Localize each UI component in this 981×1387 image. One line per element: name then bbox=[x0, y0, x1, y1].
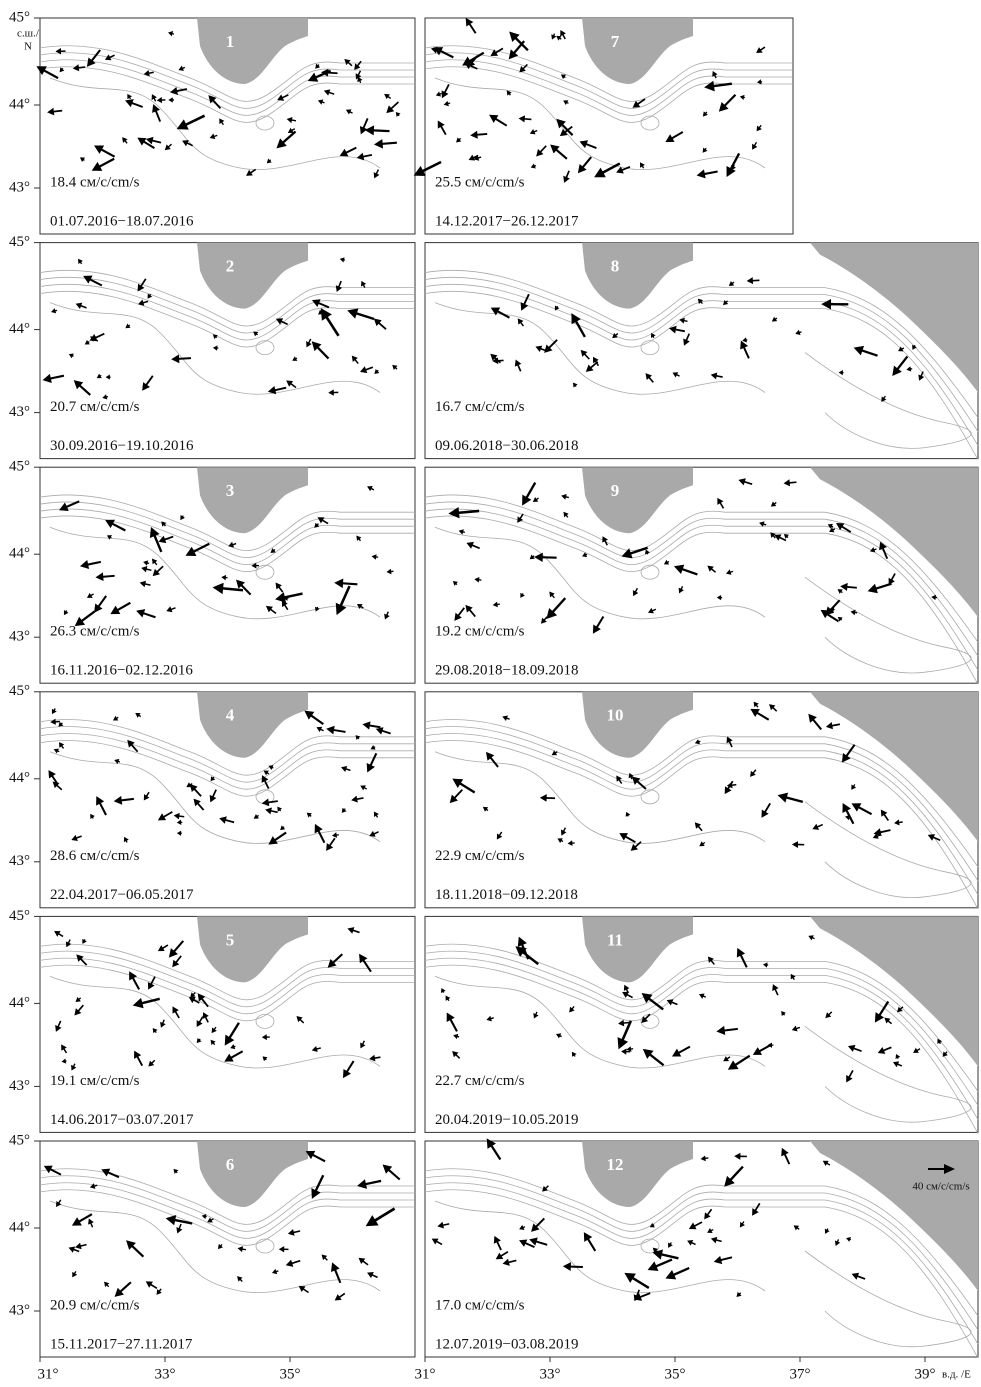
speed-label: 19.1 см/с/cm/s bbox=[50, 1073, 140, 1089]
date-range: 01.07.2016−18.07.2016 bbox=[50, 213, 194, 229]
panel-number: 12 bbox=[607, 1155, 624, 1174]
panel-number: 11 bbox=[607, 930, 623, 949]
lat-tick-label: 44° bbox=[9, 995, 30, 1011]
lat-tick-label: 45° bbox=[9, 234, 30, 250]
map-panel: 1 18.4 см/с/cm/s 01.07.2016−18.07.2016 bbox=[36, 18, 415, 234]
panel-number: 6 bbox=[226, 1155, 235, 1174]
lat-tick-label: 44° bbox=[9, 321, 30, 337]
date-range: 30.09.2016−19.10.2016 bbox=[50, 438, 194, 454]
panel-number: 5 bbox=[226, 930, 235, 949]
lat-unit: N bbox=[24, 41, 32, 53]
lat-tick-label: 45° bbox=[9, 683, 30, 699]
lat-tick-label: 44° bbox=[9, 770, 30, 786]
lon-tick-label: 33° bbox=[540, 1366, 561, 1382]
lat-tick-label: 44° bbox=[9, 546, 30, 562]
speed-label: 26.3 см/с/cm/s bbox=[50, 624, 140, 640]
map-panel: 3 26.3 см/с/cm/s 16.11.2016−02.12.2016 bbox=[40, 467, 415, 683]
map-panel: 9 19.2 см/с/cm/s 29.08.2018−18.09.2018 bbox=[425, 467, 978, 684]
lon-tick-label: 31° bbox=[415, 1366, 436, 1382]
map-panel: 7 25.5 см/с/cm/s 14.12.2017−26.12.2017 bbox=[414, 18, 793, 234]
lon-tick-label: 35° bbox=[280, 1366, 301, 1382]
figure: 1 18.4 см/с/cm/s 01.07.2016−18.07.2016 2 20.… bbox=[0, 0, 981, 1387]
map-panel: 10 22.9 см/с/cm/s 18.11.2018−09.12.2018 bbox=[425, 692, 978, 909]
map-panel: 12 17.0 см/с/cm/s 12.07.2019−03.08.2019 40 … bbox=[425, 1138, 978, 1358]
panel-number: 9 bbox=[611, 481, 620, 500]
map-panel: 2 20.7 см/с/cm/s 30.09.2016−19.10.2016 bbox=[40, 243, 415, 459]
panel-number: 10 bbox=[607, 706, 624, 725]
date-range: 14.06.2017−03.07.2017 bbox=[50, 1112, 194, 1128]
date-range: 16.11.2016−02.12.2016 bbox=[50, 663, 193, 679]
panel-number: 2 bbox=[226, 257, 235, 276]
lat-tick-label: 43° bbox=[9, 1302, 30, 1318]
date-range: 09.06.2018−30.06.2018 bbox=[435, 438, 578, 454]
speed-label: 25.5 см/с/cm/s bbox=[435, 174, 525, 190]
map-panel: 11 22.7 см/с/cm/s 20.04.2019−10.05.2019 bbox=[425, 916, 978, 1133]
lat-tick-label: 45° bbox=[9, 459, 30, 475]
date-range: 29.08.2018−18.09.2018 bbox=[435, 663, 578, 679]
map-panel: 6 20.9 см/с/cm/s 15.11.2017−27.11.2017 bbox=[40, 1141, 415, 1357]
date-range: 14.12.2017−26.12.2017 bbox=[435, 213, 579, 229]
lon-unit: в.д. /E bbox=[942, 1369, 971, 1381]
speed-label: 19.2 см/с/cm/s bbox=[435, 624, 525, 640]
map-panel: 5 19.1 см/с/cm/s 14.06.2017−03.07.2017 bbox=[40, 916, 415, 1132]
lat-tick-label: 45° bbox=[9, 1132, 30, 1148]
panel-number: 3 bbox=[226, 481, 235, 500]
panel-number: 8 bbox=[611, 257, 620, 276]
lon-tick-label: 31° bbox=[38, 1366, 59, 1382]
lat-tick-label: 43° bbox=[9, 853, 30, 869]
panel-number: 4 bbox=[226, 706, 235, 725]
speed-label: 22.7 см/с/cm/s bbox=[435, 1073, 525, 1089]
lon-tick-label: 37° bbox=[790, 1366, 811, 1382]
lon-tick-label: 33° bbox=[155, 1366, 176, 1382]
panel-number: 1 bbox=[226, 32, 235, 51]
speed-label: 28.6 см/с/cm/s bbox=[50, 848, 140, 864]
speed-label: 22.9 см/с/cm/s bbox=[435, 848, 525, 864]
lat-tick-label: 43° bbox=[9, 1078, 30, 1094]
map-panel: 4 28.6 см/с/cm/s 22.04.2017−06.05.2017 bbox=[40, 692, 415, 908]
lat-tick-label: 44° bbox=[9, 96, 30, 112]
date-range: 12.07.2019−03.08.2019 bbox=[435, 1336, 578, 1352]
speed-label: 16.7 см/с/cm/s bbox=[435, 399, 525, 415]
speed-label: 18.4 см/с/cm/s bbox=[50, 174, 140, 190]
scale-label: 40 см/с/cm/s bbox=[912, 1181, 969, 1193]
map-panel: 8 16.7 см/с/cm/s 09.06.2018−30.06.2018 bbox=[425, 243, 978, 460]
speed-label: 17.0 см/с/cm/s bbox=[435, 1297, 525, 1313]
date-range: 15.11.2017−27.11.2017 bbox=[50, 1336, 193, 1352]
speed-label: 20.7 см/с/cm/s bbox=[50, 399, 140, 415]
lat-tick-label: 45° bbox=[9, 9, 30, 25]
panel-number: 7 bbox=[611, 32, 620, 51]
lat-tick-label: 43° bbox=[9, 179, 30, 195]
lon-tick-label: 39° bbox=[915, 1366, 936, 1382]
lat-tick-label: 44° bbox=[9, 1219, 30, 1235]
date-range: 22.04.2017−06.05.2017 bbox=[50, 887, 194, 903]
date-range: 18.11.2018−09.12.2018 bbox=[435, 887, 578, 903]
lat-tick-label: 43° bbox=[9, 629, 30, 645]
lat-unit: с.ш./ bbox=[17, 28, 40, 40]
lat-tick-label: 45° bbox=[9, 908, 30, 924]
lon-tick-label: 35° bbox=[665, 1366, 686, 1382]
lat-tick-label: 43° bbox=[9, 404, 30, 420]
date-range: 20.04.2019−10.05.2019 bbox=[435, 1112, 578, 1128]
speed-label: 20.9 см/с/cm/s bbox=[50, 1297, 140, 1313]
